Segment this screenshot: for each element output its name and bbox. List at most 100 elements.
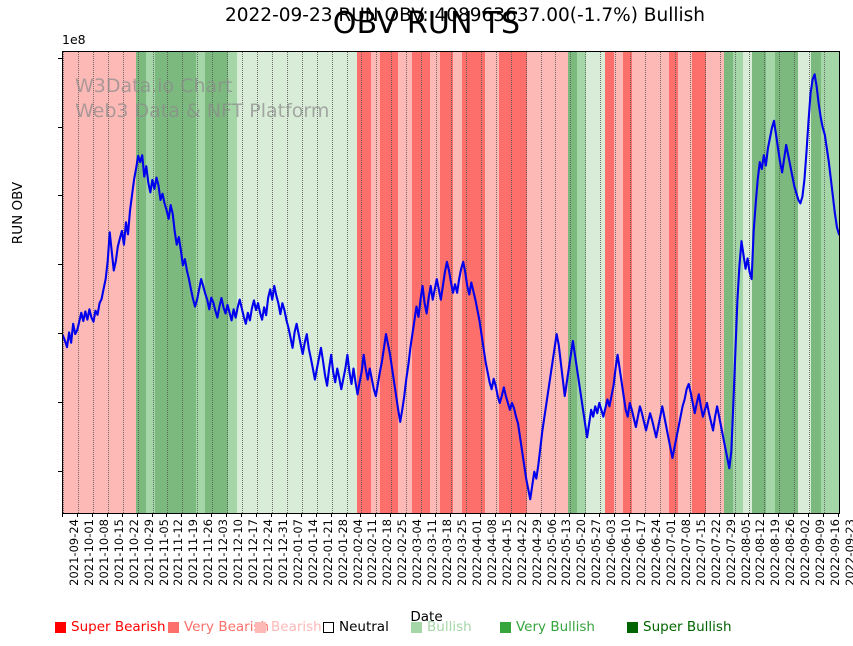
sentiment-band xyxy=(811,52,817,513)
y-axis-tick-mark xyxy=(58,401,62,403)
sentiment-band xyxy=(361,52,367,513)
x-axis-tick-mark xyxy=(554,513,556,517)
sentiment-band xyxy=(535,52,542,513)
gridline xyxy=(107,52,109,513)
sentiment-band xyxy=(122,52,128,513)
legend-swatch xyxy=(168,621,179,633)
x-axis-tick-mark xyxy=(509,513,511,517)
x-axis-tick-mark xyxy=(76,513,78,517)
x-axis-tick-mark xyxy=(658,513,660,517)
legend-entry[interactable]: Bullish xyxy=(411,619,472,635)
gridline xyxy=(361,52,363,513)
legend-entry[interactable]: Super Bullish xyxy=(627,619,732,635)
sentiment-band xyxy=(742,52,748,513)
x-axis-tick-mark xyxy=(688,513,690,517)
gridline xyxy=(585,52,587,513)
sentiment-band xyxy=(228,52,234,513)
x-axis-tick-label: 2022-07-22 xyxy=(708,519,723,586)
x-axis-tick-mark xyxy=(226,513,228,517)
y-axis-tick-mark xyxy=(58,195,62,197)
sentiment-band xyxy=(600,52,606,513)
x-axis-tick-mark xyxy=(91,513,93,517)
gridline xyxy=(242,52,244,513)
sentiment-band xyxy=(545,52,551,513)
gridline xyxy=(421,52,423,513)
x-axis-tick-mark xyxy=(644,513,645,517)
x-axis-tick-label: 2022-07-29 xyxy=(723,519,738,586)
y-axis-title: RUN OBV xyxy=(10,181,26,245)
x-axis-tick-label: 2022-01-28 xyxy=(335,519,350,586)
sentiment-band xyxy=(526,52,532,513)
sentiment-band xyxy=(108,52,115,513)
x-axis-tick-label: 2022-08-05 xyxy=(738,519,753,586)
legend-entry[interactable]: Super Bearish xyxy=(55,619,166,635)
sentiment-band xyxy=(118,52,124,513)
x-axis-tick-label: 2021-10-15 xyxy=(111,519,126,586)
gridline xyxy=(719,52,721,513)
gridline xyxy=(271,52,273,513)
legend-swatch xyxy=(627,621,638,633)
sentiment-band xyxy=(710,52,716,513)
legend-entry[interactable]: Very Bearish xyxy=(168,619,269,635)
legend-swatch xyxy=(411,621,422,633)
legend-entry[interactable]: Bearish xyxy=(255,619,322,635)
sentiment-band xyxy=(618,52,624,513)
gridline xyxy=(406,52,408,513)
x-axis-tick-mark xyxy=(345,513,347,517)
x-axis-tick-label: 2022-01-14 xyxy=(305,519,320,586)
x-axis-tick-label: 2022-04-01 xyxy=(469,519,484,586)
sentiment-band xyxy=(343,52,349,513)
legend-swatch xyxy=(500,621,511,633)
sentiment-band xyxy=(104,52,110,513)
obv-line-series xyxy=(63,73,839,501)
gridline xyxy=(167,52,169,513)
x-axis-tick-label: 2022-03-04 xyxy=(410,519,425,586)
sentiment-band xyxy=(366,52,372,513)
legend-entry[interactable]: Neutral xyxy=(323,619,389,635)
legend-entry[interactable]: Very Bullish xyxy=(500,619,595,635)
gridline xyxy=(286,52,288,513)
sentiment-band xyxy=(430,52,436,513)
sentiment-band xyxy=(219,52,225,513)
x-axis-tick-label: 2022-05-13 xyxy=(559,519,574,586)
sentiment-band xyxy=(705,52,712,513)
legend-label: Very Bullish xyxy=(516,619,595,635)
sentiment-band xyxy=(384,52,390,513)
sentiment-band xyxy=(512,52,519,513)
sentiment-band xyxy=(779,52,785,513)
x-axis-tick-mark xyxy=(838,513,839,517)
sentiment-band xyxy=(572,52,578,513)
sentiment-band xyxy=(696,52,702,513)
legend-label: Super Bullish xyxy=(643,619,732,635)
gridline xyxy=(122,52,124,513)
x-axis-tick-mark xyxy=(390,513,392,517)
sentiment-band xyxy=(669,52,675,513)
y-axis-tick-mark xyxy=(58,470,62,472)
x-axis-tick-label: 2022-08-12 xyxy=(753,519,768,586)
x-axis-tick-label: 2022-02-18 xyxy=(380,519,395,586)
x-axis-tick-mark xyxy=(479,513,481,517)
gridline xyxy=(152,52,154,513)
sentiment-band xyxy=(503,52,509,513)
sentiment-band xyxy=(595,52,601,513)
x-axis-tick-mark xyxy=(300,513,302,517)
sentiment-band xyxy=(636,52,643,513)
x-axis-tick-label: 2022-04-29 xyxy=(529,519,544,586)
plot-area[interactable]: W3Data.io Chart Web3 Data & NFT Platform xyxy=(62,51,840,514)
sentiment-band xyxy=(682,52,689,513)
sentiment-band xyxy=(274,52,280,513)
gridline xyxy=(570,52,572,513)
sentiment-band xyxy=(131,52,138,513)
gridline xyxy=(734,52,736,513)
sentiment-band xyxy=(604,52,610,513)
gridline xyxy=(615,52,617,513)
sentiment-band xyxy=(494,52,500,513)
latest-value-annotation: 2022-09-23 RUN OBV: 408963637.00(-1.7%) … xyxy=(225,5,705,26)
x-axis-tick-label: 2021-10-08 xyxy=(96,519,111,586)
sentiment-band xyxy=(416,52,422,513)
sentiment-band xyxy=(788,52,794,513)
x-axis-tick-label: 2022-08-19 xyxy=(768,519,783,586)
sentiment-band xyxy=(692,52,698,513)
sentiment-band xyxy=(205,52,211,513)
gridline xyxy=(92,52,94,513)
